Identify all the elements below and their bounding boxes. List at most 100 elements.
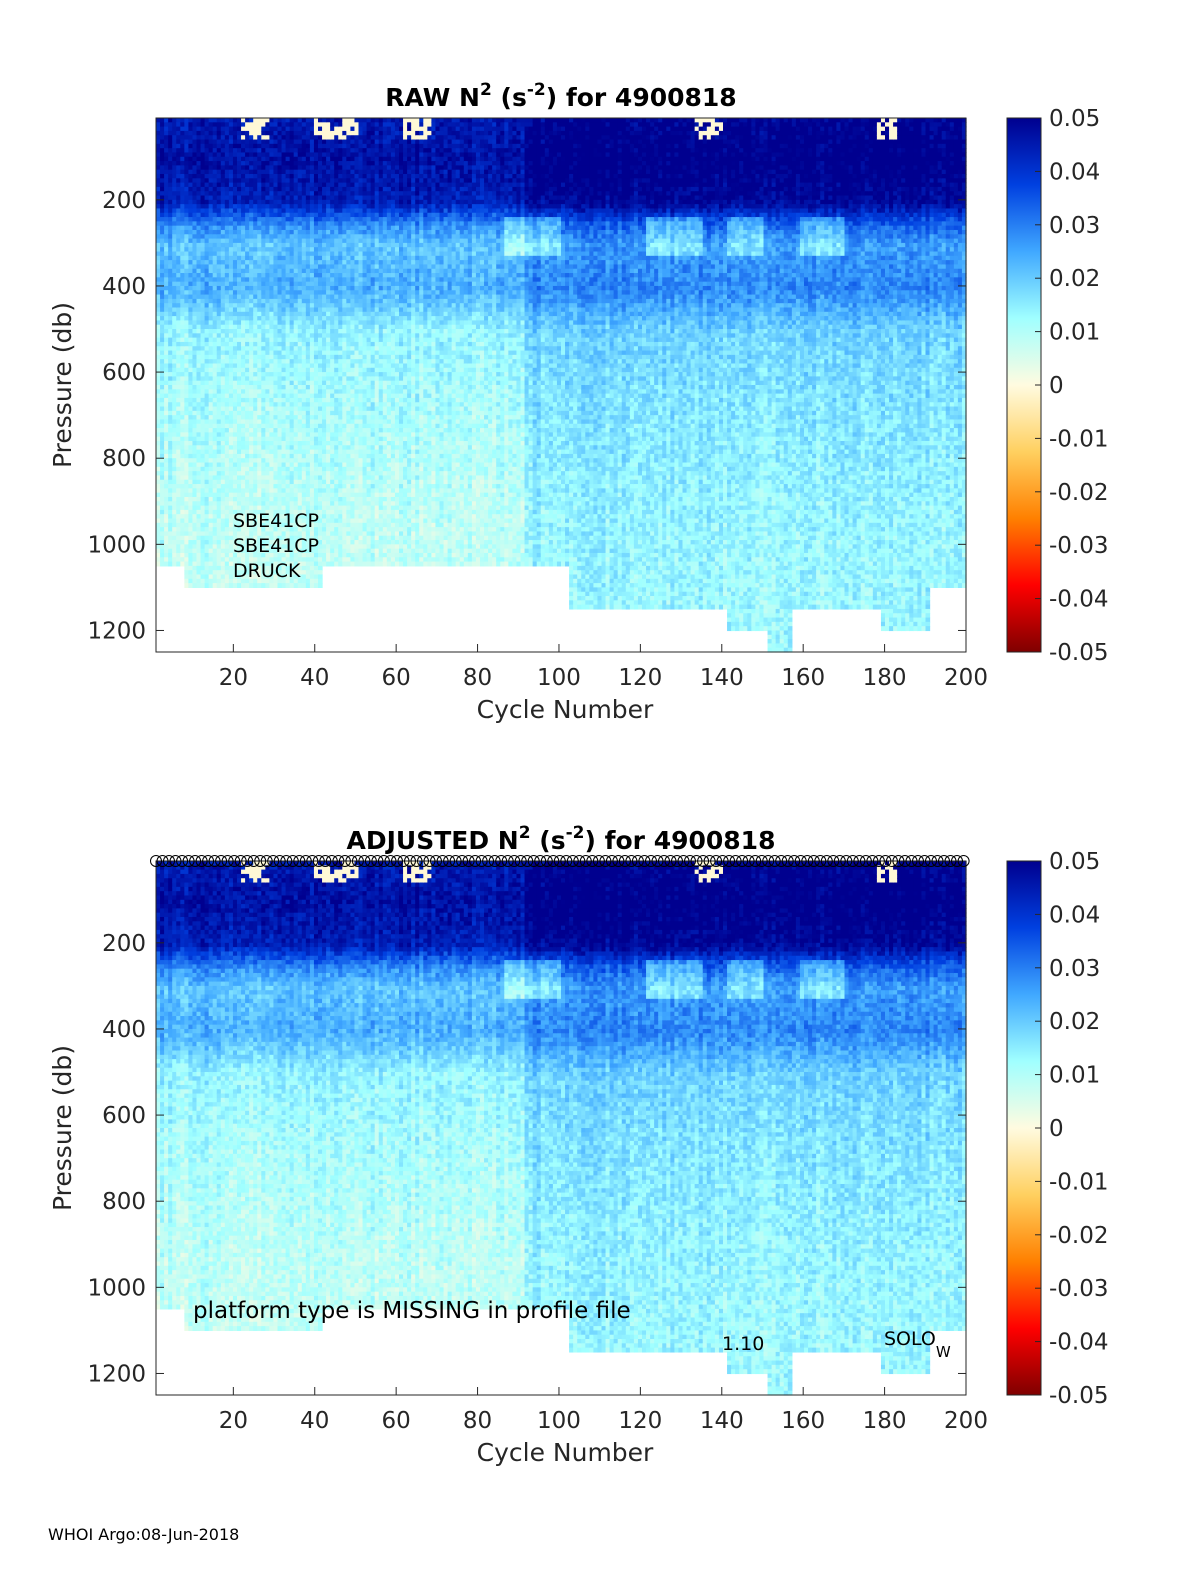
heatmap-cell — [176, 183, 181, 188]
heatmap-cell — [180, 359, 185, 364]
heatmap-cell — [156, 135, 161, 140]
heatmap-cell — [184, 325, 189, 330]
heatmap-cell — [168, 325, 173, 330]
heatmap-cell — [164, 342, 169, 347]
heatmap-cell — [164, 221, 169, 226]
heatmap-cell — [192, 394, 197, 399]
heatmap-cell — [172, 230, 177, 235]
heatmap-cell — [184, 510, 189, 515]
heatmap-cell — [180, 342, 185, 347]
heatmap-cell — [188, 574, 193, 579]
heatmap-cell — [160, 230, 165, 235]
heatmap-cell — [192, 183, 197, 188]
heatmap-cell — [172, 127, 177, 132]
heatmap-cell — [176, 127, 181, 132]
heatmap-cell — [180, 389, 185, 394]
heatmap-cell — [188, 497, 193, 502]
heatmap-cell — [192, 230, 197, 235]
heatmap-cell — [180, 243, 185, 248]
heatmap-cell — [180, 557, 185, 562]
heatmap-cell — [192, 273, 197, 278]
heatmap-cell — [156, 441, 161, 446]
heatmap-cell — [164, 480, 169, 485]
heatmap-cell — [160, 118, 165, 123]
heatmap-cell — [184, 488, 189, 493]
heatmap-cell — [184, 127, 189, 132]
heatmap-cell — [172, 441, 177, 446]
heatmap-cell — [188, 144, 193, 149]
heatmap-cell — [156, 174, 161, 179]
heatmap-cell — [184, 402, 189, 407]
heatmap-cell — [176, 557, 181, 562]
heatmap-cell — [188, 118, 193, 123]
heatmap-cell — [188, 368, 193, 373]
heatmap-cell — [164, 295, 169, 300]
heatmap-cell — [156, 247, 161, 252]
heatmap-cell — [156, 506, 161, 511]
heatmap-cell — [168, 454, 173, 459]
heatmap-cell — [160, 342, 165, 347]
heatmap-cell — [168, 480, 173, 485]
heatmap-cell — [192, 290, 197, 295]
heatmap-cell — [172, 148, 177, 153]
heatmap-cell — [168, 230, 173, 235]
heatmap-cell — [168, 424, 173, 429]
heatmap-cell — [164, 488, 169, 493]
heatmap-cell — [180, 398, 185, 403]
heatmap-cell — [172, 553, 177, 558]
heatmap-cell — [172, 307, 177, 312]
heatmap-cell — [160, 325, 165, 330]
heatmap-cell — [164, 432, 169, 437]
heatmap-cell — [168, 475, 173, 480]
heatmap-cell — [172, 363, 177, 368]
heatmap-cell — [168, 398, 173, 403]
heatmap-cell — [168, 170, 173, 175]
heatmap-cell — [160, 531, 165, 536]
heatmap-cell — [180, 450, 185, 455]
heatmap-cell — [184, 303, 189, 308]
heatmap-cell — [180, 307, 185, 312]
heatmap-cell — [164, 415, 169, 420]
heatmap-cell — [156, 338, 161, 343]
heatmap-cell — [172, 557, 177, 562]
heatmap-cell — [168, 510, 173, 515]
heatmap-cell — [172, 463, 177, 468]
heatmap-cell — [180, 523, 185, 528]
heatmap-cell — [156, 523, 161, 528]
heatmap-cell — [164, 394, 169, 399]
heatmap-cell — [184, 527, 189, 532]
heatmap-cell — [160, 402, 165, 407]
heatmap-cell — [156, 398, 161, 403]
heatmap-cell — [168, 488, 173, 493]
heatmap-cell — [180, 256, 185, 261]
heatmap-cell — [188, 312, 193, 317]
heatmap-cell — [160, 376, 165, 381]
heatmap-cell — [188, 536, 193, 541]
heatmap-cell — [160, 307, 165, 312]
heatmap-cell — [176, 226, 181, 231]
heatmap-cell — [164, 419, 169, 424]
heatmap-cell — [160, 170, 165, 175]
heatmap-cell — [192, 441, 197, 446]
heatmap-cell — [192, 428, 197, 433]
heatmap-cell — [176, 506, 181, 511]
heatmap-cell — [168, 536, 173, 541]
heatmap-cell — [184, 208, 189, 213]
heatmap-cell — [168, 432, 173, 437]
heatmap-cell — [184, 351, 189, 356]
heatmap-cell — [172, 165, 177, 170]
heatmap-cell — [164, 536, 169, 541]
heatmap-cell — [192, 286, 197, 291]
heatmap-cell — [168, 342, 173, 347]
heatmap-cell — [172, 303, 177, 308]
heatmap-cell — [184, 415, 189, 420]
heatmap-cell — [164, 497, 169, 502]
heatmap-cell — [172, 488, 177, 493]
heatmap-cell — [180, 200, 185, 205]
heatmap-cell — [160, 333, 165, 338]
heatmap-cell — [184, 140, 189, 145]
heatmap-cell — [156, 445, 161, 450]
heatmap-cell — [168, 122, 173, 127]
heatmap-cell — [164, 363, 169, 368]
heatmap-cell — [164, 140, 169, 145]
